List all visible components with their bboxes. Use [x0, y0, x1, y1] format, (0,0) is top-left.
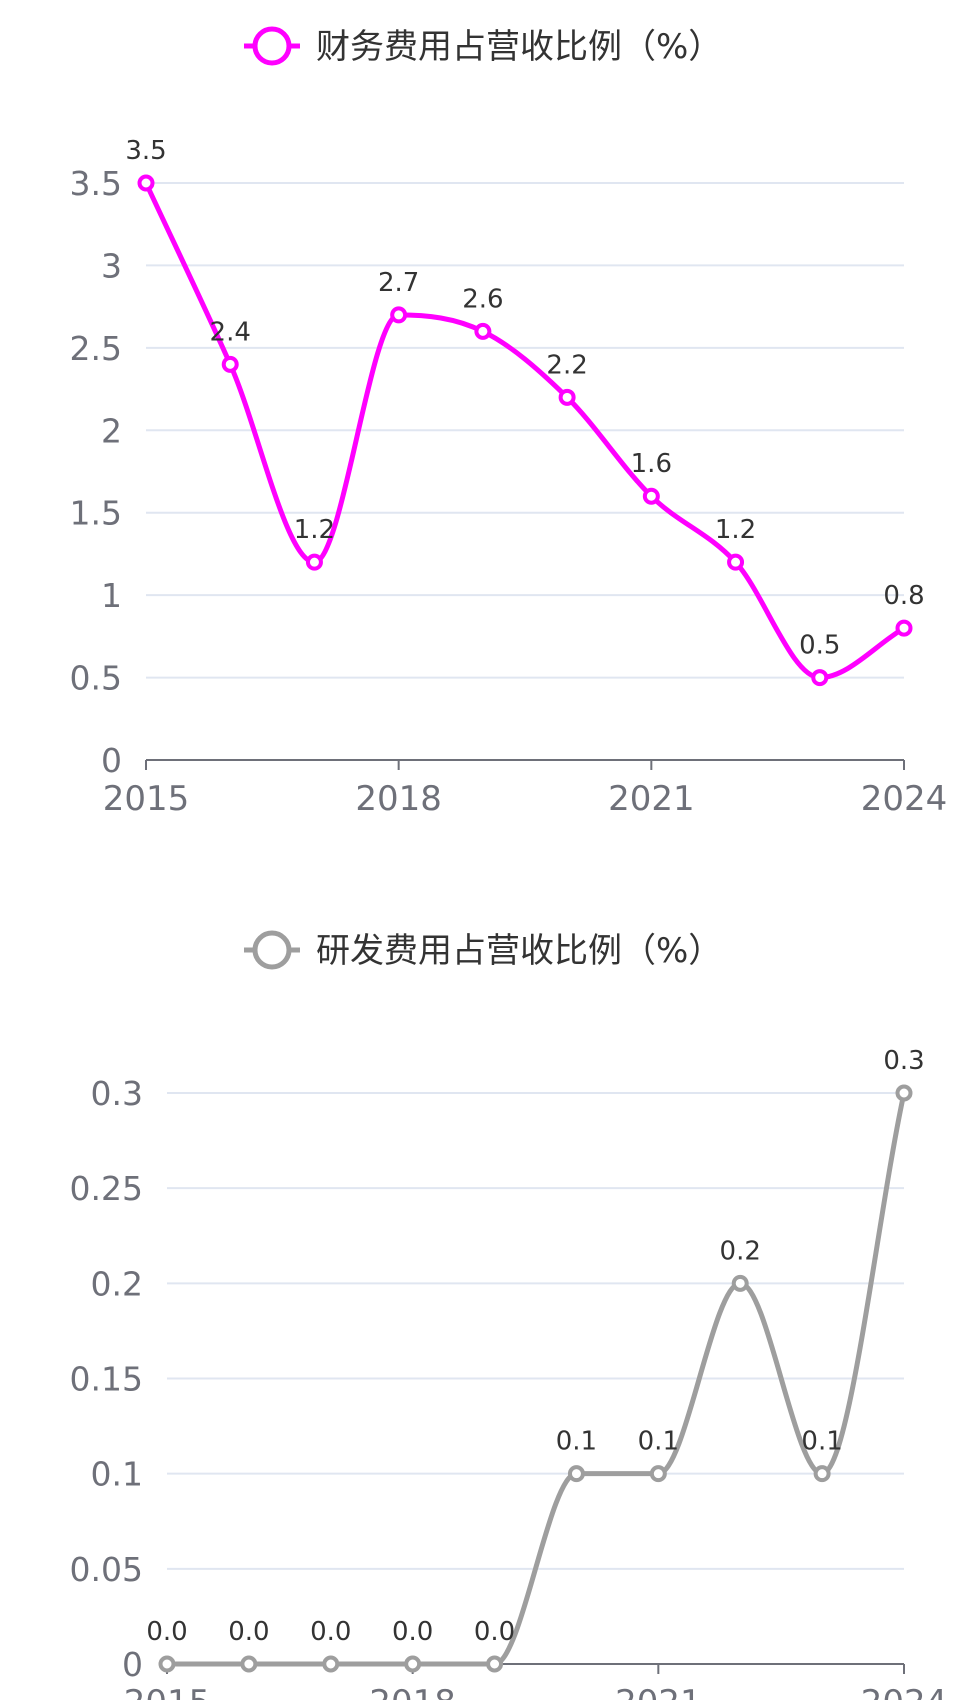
- finance-chart-data-point[interactable]: [642, 487, 660, 505]
- rd-expense-chart: 研发费用占营收比例（%） 0 0.05 0.1 0.15 0.2 0.25 0.3 2015 20…: [70, 930, 948, 1700]
- finance-chart-x-tick-label: 2015: [103, 779, 190, 819]
- finance-chart-y-tick-label: 3.5: [70, 164, 122, 203]
- finance-chart-data-point[interactable]: [895, 619, 913, 637]
- finance-chart-data-label: 1.2: [715, 515, 756, 545]
- rd-chart-x-tick-label: 2015: [124, 1683, 211, 1700]
- rd-chart-data-label: 0.0: [474, 1617, 515, 1647]
- finance-chart-y-tick-label: 3: [101, 246, 122, 285]
- finance-chart-data-label: 0.8: [883, 581, 924, 611]
- rd-chart-legend[interactable]: 研发费用占营收比例（%）: [244, 930, 722, 971]
- finance-chart-x-tick-label: 2021: [608, 779, 695, 819]
- finance-chart-x-tick-label: 2018: [355, 779, 442, 819]
- rd-chart-data-point[interactable]: [240, 1655, 258, 1673]
- rd-chart-data-point[interactable]: [731, 1274, 749, 1292]
- rd-chart-y-tick-label: 0.05: [70, 1550, 143, 1589]
- rd-chart-data-point[interactable]: [649, 1465, 667, 1483]
- rd-chart-x-tick-label: 2021: [615, 1683, 702, 1700]
- finance-chart-y-tick-label: 1.5: [70, 494, 122, 533]
- finance-chart-data-label: 0.5: [799, 631, 840, 661]
- rd-chart-data-point[interactable]: [404, 1655, 422, 1673]
- finance-chart-y-tick-label: 2.5: [70, 329, 122, 368]
- rd-chart-legend-label: 研发费用占营收比例（%）: [316, 931, 722, 971]
- rd-chart-data-label: 0.0: [310, 1617, 351, 1647]
- finance-chart-y-tick-label: 1: [101, 576, 122, 615]
- finance-chart-data-point[interactable]: [558, 388, 576, 406]
- rd-chart-y-tick-label: 0.2: [91, 1264, 143, 1303]
- rd-chart-data-label: 0.2: [720, 1236, 761, 1266]
- finance-chart-data-label: 2.7: [378, 268, 419, 298]
- rd-chart-data-point[interactable]: [567, 1465, 585, 1483]
- finance-chart-legend[interactable]: 财务费用占营收比例（%）: [244, 26, 722, 67]
- finance-chart-data-label: 3.5: [125, 136, 166, 166]
- finance-chart-data-label: 1.2: [294, 515, 335, 545]
- rd-chart-data-label: 0.1: [638, 1427, 679, 1457]
- rd-chart-data-point[interactable]: [895, 1084, 913, 1102]
- finance-chart-data-label: 2.2: [546, 350, 587, 380]
- finance-chart-data-point[interactable]: [221, 355, 239, 373]
- finance-chart-y-tick-label: 2: [101, 411, 122, 450]
- rd-chart-x-tick-label: 2018: [369, 1683, 456, 1700]
- finance-chart-data-point[interactable]: [474, 322, 492, 340]
- rd-chart-x-tick-label: 2024: [861, 1683, 948, 1700]
- rd-chart-y-tick-label: 0: [122, 1645, 143, 1684]
- rd-chart-data-label: 0.3: [883, 1046, 924, 1076]
- rd-chart-legend-circle-icon: [252, 930, 292, 970]
- finance-chart-y-tick-label: 0.5: [70, 659, 122, 698]
- rd-chart-y-tick-label: 0.25: [70, 1169, 143, 1208]
- rd-chart-data-point[interactable]: [813, 1465, 831, 1483]
- finance-chart-legend-label: 财务费用占营收比例（%）: [316, 27, 722, 67]
- finance-chart-data-point[interactable]: [811, 669, 829, 687]
- rd-chart-data-label: 0.0: [146, 1617, 187, 1647]
- rd-chart-data-point[interactable]: [486, 1655, 504, 1673]
- finance-chart-data-label: 1.6: [631, 449, 672, 479]
- finance-chart-data-point[interactable]: [137, 174, 155, 192]
- rd-chart-data-label: 0.1: [556, 1427, 597, 1457]
- rd-chart-data-label: 0.0: [228, 1617, 269, 1647]
- finance-chart-data-point[interactable]: [727, 553, 745, 571]
- rd-chart-y-tick-label: 0.3: [91, 1074, 143, 1113]
- rd-chart-data-label: 0.1: [801, 1427, 842, 1457]
- finance-chart-legend-circle-icon: [252, 26, 292, 66]
- finance-chart-data-label: 2.6: [462, 284, 503, 314]
- finance-expense-chart: 财务费用占营收比例（%） 0 0.5 1 1.5 2 2.5 3 3.5 2015 2018 2021…: [70, 26, 948, 819]
- rd-chart-data-point[interactable]: [158, 1655, 176, 1673]
- rd-chart-y-tick-label: 0.15: [70, 1360, 143, 1399]
- finance-chart-data-point[interactable]: [305, 553, 323, 571]
- rd-chart-y-tick-label: 0.1: [91, 1455, 143, 1494]
- rd-chart-data-point[interactable]: [322, 1655, 340, 1673]
- finance-chart-y-tick-label: 0: [101, 741, 122, 780]
- rd-chart-data-label: 0.0: [392, 1617, 433, 1647]
- finance-chart-data-point[interactable]: [390, 306, 408, 324]
- finance-chart-x-tick-label: 2024: [861, 779, 948, 819]
- finance-chart-data-label: 2.4: [210, 317, 251, 347]
